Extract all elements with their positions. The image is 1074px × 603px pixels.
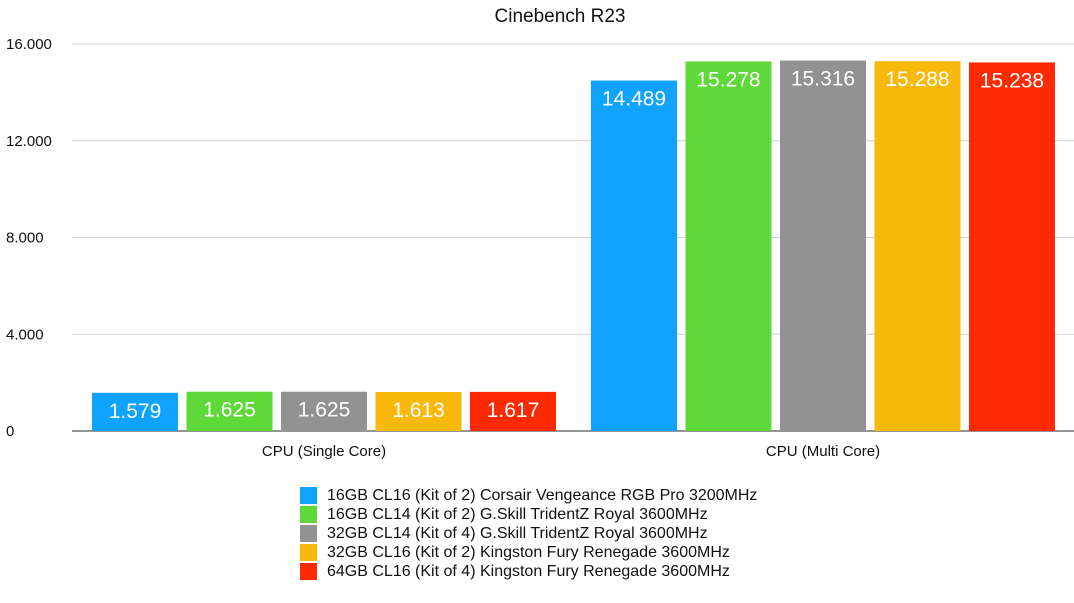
x-category-label: CPU (Multi Core): [766, 443, 880, 460]
bar: [685, 61, 772, 431]
y-tick-label: 0: [6, 423, 14, 440]
y-tick-label: 8.000: [6, 230, 44, 247]
legend-swatch: [300, 544, 317, 561]
bar: [591, 80, 677, 432]
bar-chart: Cinebench R23 0 4.000 8.000 12.000 16.000 1.…: [6, 6, 1074, 460]
data-label: 14.489: [602, 88, 666, 111]
legend-swatch: [300, 563, 317, 580]
y-axis: 0 4.000 8.000 12.000 16.000: [6, 36, 52, 440]
legend-swatch: [300, 525, 317, 542]
bar: [375, 391, 462, 431]
bars: [92, 60, 1055, 432]
data-label: 15.288: [885, 68, 949, 91]
x-axis-categories: CPU (Single Core) CPU (Multi Core): [262, 443, 880, 460]
legend-swatch: [300, 506, 317, 523]
legend-label: 32GB CL14 (Kit of 4) G.Skill TridentZ Ro…: [327, 524, 708, 542]
bar: [969, 62, 1055, 431]
data-label: 15.238: [980, 69, 1044, 92]
data-label: 15.316: [791, 68, 855, 91]
bar: [780, 60, 866, 431]
data-label: 15.278: [696, 68, 760, 91]
legend-label: 64GB CL16 (Kit of 4) Kingston Fury Reneg…: [327, 562, 730, 580]
y-tick-label: 16.000: [6, 36, 52, 53]
data-labels: 1.579 14.489 1.625 15.278 1.625 15.316 1.613 15…: [109, 68, 1044, 423]
bar: [874, 61, 961, 432]
chart-title: Cinebench R23: [495, 6, 626, 27]
bar: [281, 391, 367, 431]
bar: [470, 391, 556, 431]
legend-item: 32GB CL16 (Kit of 2) Kingston Fury Reneg…: [300, 543, 757, 562]
legend-label: 16GB CL14 (Kit of 2) G.Skill TridentZ Ro…: [327, 505, 708, 523]
data-label: 1.617: [487, 399, 540, 422]
legend-item: 16GB CL16 (Kit of 2) Corsair Vengeance R…: [300, 486, 757, 505]
data-label: 1.625: [298, 399, 351, 422]
bar: [186, 391, 273, 431]
legend-label: 16GB CL16 (Kit of 2) Corsair Vengeance R…: [327, 486, 758, 504]
x-category-label: CPU (Single Core): [262, 443, 386, 460]
y-tick-label: 4.000: [6, 326, 44, 343]
legend-item: 16GB CL14 (Kit of 2) G.Skill TridentZ Ro…: [300, 505, 757, 524]
legend-label: 32GB CL16 (Kit of 2) Kingston Fury Reneg…: [327, 543, 730, 561]
legend-item: 64GB CL16 (Kit of 4) Kingston Fury Reneg…: [300, 562, 757, 581]
legend-swatch: [300, 487, 317, 504]
legend-item: 32GB CL14 (Kit of 4) G.Skill TridentZ Ro…: [300, 524, 757, 543]
bar: [92, 392, 178, 431]
data-label: 1.579: [109, 400, 162, 423]
data-label: 1.625: [203, 399, 256, 422]
legend: 16GB CL16 (Kit of 2) Corsair Vengeance R…: [300, 486, 757, 581]
y-tick-label: 12.000: [6, 133, 52, 150]
data-label: 1.613: [392, 399, 445, 422]
